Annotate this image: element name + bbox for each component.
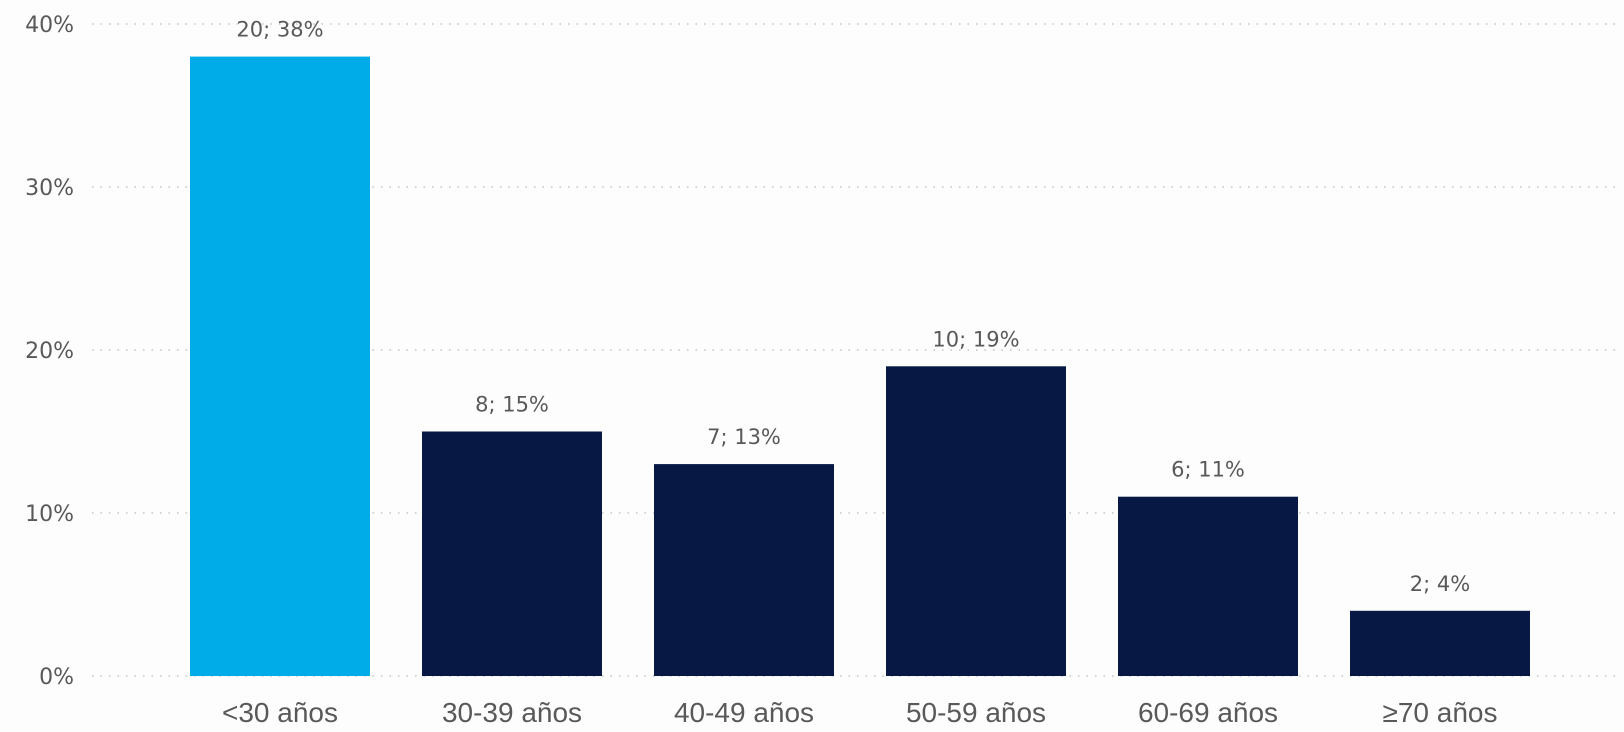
bar [1118,496,1298,676]
bar [1350,610,1530,676]
bar [190,56,370,677]
data-label: 20; 38% [236,18,323,42]
y-tick-label: 40% [25,13,74,38]
bar [654,464,834,676]
x-tick-label: 50-59 años [906,697,1046,728]
bar [422,431,602,676]
y-tick-label: 30% [25,176,74,201]
data-label: 2; 4% [1410,572,1470,596]
data-labels: 20; 38% 8; 15% 7; 13% 10; 19% 6; 11% 2; 4% [236,18,1470,596]
data-label: 7; 13% [707,425,781,449]
x-tick-label: ≥70 años [1382,697,1497,728]
y-tick-label: 20% [25,339,74,364]
y-tick-label: 10% [25,502,74,527]
x-tick-label: 30-39 años [442,697,582,728]
x-tick-label: <30 años [222,697,338,728]
y-tick-label: 0% [39,665,74,690]
bars [190,56,1530,677]
y-axis: 0% 10% 20% 30% 40% [25,13,74,690]
data-label: 10; 19% [932,327,1019,351]
bar [886,366,1066,676]
x-axis: <30 años 30-39 años 40-49 años 50-59 años 60… [222,697,1498,728]
x-tick-label: 40-49 años [674,697,814,728]
data-label: 8; 15% [475,393,549,417]
data-label: 6; 11% [1171,458,1245,482]
x-tick-label: 60-69 años [1138,697,1278,728]
